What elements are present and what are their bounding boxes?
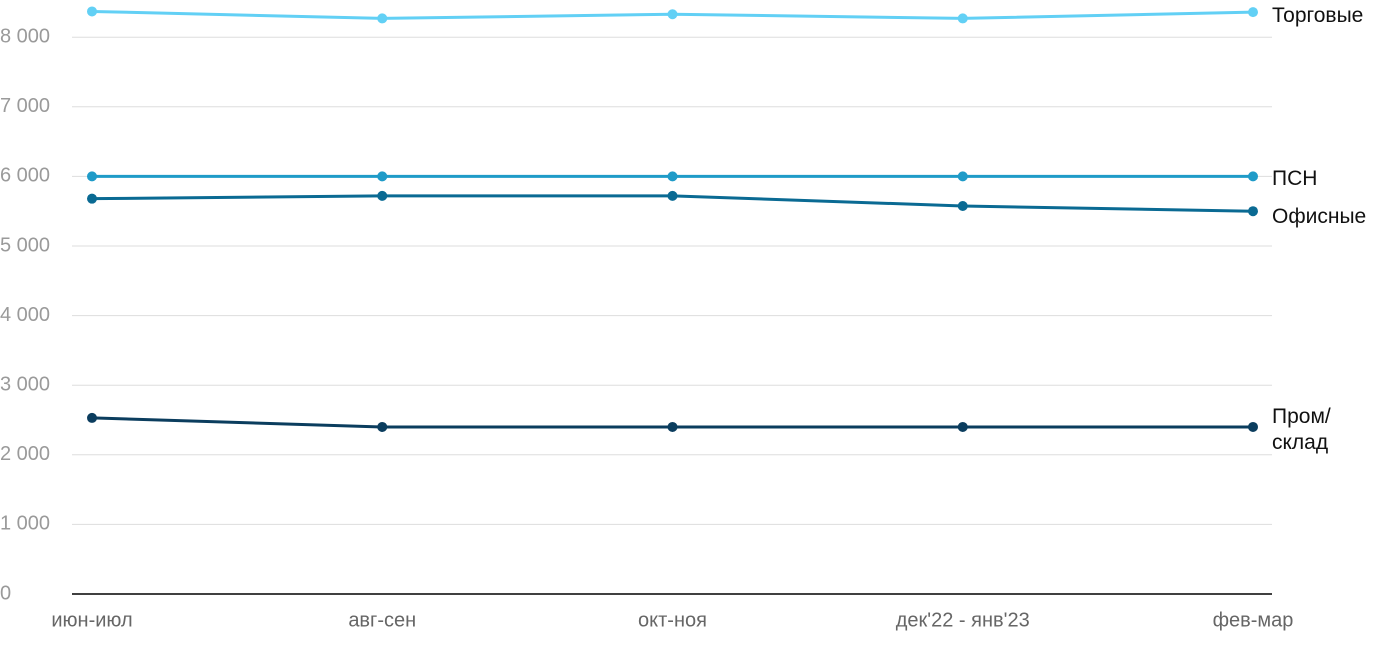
data-point xyxy=(1248,421,1258,432)
data-point xyxy=(667,9,678,20)
data-point xyxy=(1248,206,1258,217)
y-tick-label: 2 000 xyxy=(0,443,50,465)
data-point xyxy=(377,190,388,201)
data-point xyxy=(377,13,388,24)
data-point xyxy=(1248,7,1258,18)
data-point xyxy=(1248,171,1258,182)
x-tick-label: окт-ноя xyxy=(638,609,707,631)
data-point xyxy=(87,193,97,204)
data-point xyxy=(87,6,97,17)
x-tick-label: дек'22 - янв'23 xyxy=(896,609,1030,631)
y-tick-label: 6 000 xyxy=(0,165,50,187)
data-point xyxy=(957,13,968,24)
data-point xyxy=(667,421,678,432)
data-point xyxy=(87,171,97,182)
y-tick-label: 8 000 xyxy=(0,25,50,47)
series-label: Торговые xyxy=(1272,4,1364,27)
x-tick-label: фев-мар xyxy=(1213,609,1294,631)
y-tick-label: 3 000 xyxy=(0,373,50,395)
data-point xyxy=(87,412,97,423)
data-point xyxy=(377,421,388,432)
x-tick-label: июн-июл xyxy=(51,609,132,631)
data-point xyxy=(667,171,678,182)
series-label: ПСН xyxy=(1272,167,1318,191)
y-tick-label: 1 000 xyxy=(0,513,50,535)
grid xyxy=(72,36,1272,595)
data-point xyxy=(957,171,968,182)
series-label: Офисные xyxy=(1272,205,1367,229)
data-point xyxy=(957,200,968,211)
data-point xyxy=(377,171,388,182)
data-point xyxy=(667,190,678,201)
y-tick-label: 5 000 xyxy=(0,234,50,256)
x-tick-label: авг-сен xyxy=(348,609,416,631)
series-label: Пром/ склад xyxy=(1272,404,1331,454)
data-point xyxy=(957,421,968,432)
y-tick-label: 4 000 xyxy=(0,304,50,326)
y-tick-label: 7 000 xyxy=(0,95,50,117)
y-tick-label: 0 xyxy=(0,582,11,604)
